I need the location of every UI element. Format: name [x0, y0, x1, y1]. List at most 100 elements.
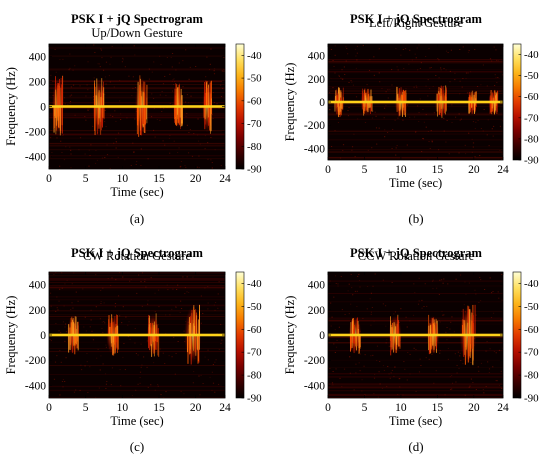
- x-tick-label: 20: [468, 402, 480, 414]
- colorbar-tick-label: -70: [247, 347, 262, 359]
- y-tick-label: 0: [319, 97, 325, 109]
- y-tick-label: 200: [29, 305, 47, 317]
- x-tick-label: 10: [395, 402, 407, 414]
- colorbar: [512, 271, 522, 399]
- colorbar-tick-label: -60: [247, 324, 262, 336]
- carrier-line: [49, 105, 225, 108]
- y-tick-label: -400: [304, 143, 325, 155]
- panel-label: (a): [130, 211, 144, 226]
- carrier-line: [49, 333, 225, 337]
- heatmap-area: [328, 44, 503, 160]
- chart-title: PSK I + jQ Spectrogram: [71, 246, 203, 260]
- x-tick-label: 20: [190, 402, 202, 414]
- x-tick-label: 15: [153, 173, 165, 185]
- colorbar-tick-label: -80: [524, 370, 539, 382]
- chart-title: PSK I + jQ Spectrogram: [350, 12, 482, 26]
- colorbar-tick-label: -40: [247, 278, 262, 290]
- colorbar: [235, 271, 245, 399]
- colorbar-tick-label: -60: [524, 324, 539, 336]
- y-tick-label: 400: [29, 52, 47, 64]
- y-tick-label: 0: [40, 102, 46, 114]
- x-tick-label: 0: [46, 402, 52, 414]
- colorbar-tick-label: -40: [524, 49, 539, 61]
- colorbar-tick-label: -50: [524, 70, 539, 82]
- heatmap-area: [328, 272, 503, 398]
- x-tick-label: 5: [362, 164, 368, 176]
- y-tick-label: -400: [304, 380, 325, 392]
- x-axis-label: Time (sec): [110, 185, 163, 199]
- y-tick-label: -400: [25, 152, 46, 164]
- colorbar-tick-label: -50: [247, 301, 262, 313]
- y-tick-label: -200: [25, 355, 46, 367]
- x-tick-label: 24: [219, 173, 231, 185]
- x-tick-label: 5: [83, 402, 89, 414]
- colorbar-tick-label: -80: [524, 133, 539, 145]
- chart-subtitle: CW Rotation Gesture: [83, 249, 192, 263]
- colorbar-tick-label: -70: [524, 112, 539, 124]
- y-tick-label: -400: [25, 380, 46, 392]
- colorbar: [235, 43, 245, 170]
- x-tick-label: 10: [117, 173, 129, 185]
- x-tick-label: 15: [432, 164, 444, 176]
- panel-label: (d): [408, 439, 423, 454]
- chart-subtitle: Left/Right Gesture: [369, 16, 464, 30]
- x-tick-label: 5: [83, 173, 89, 185]
- x-tick-label: 24: [219, 402, 231, 414]
- x-tick-label: 10: [395, 164, 407, 176]
- chart-subtitle: CCW Rotation Gesture: [358, 249, 475, 263]
- colorbar-tick-label: -90: [524, 155, 539, 167]
- colorbar-tick-label: -60: [247, 95, 262, 107]
- colorbar-tick-label: -60: [524, 91, 539, 103]
- carrier-line: [328, 100, 503, 104]
- colorbar-tick-label: -50: [524, 301, 539, 313]
- x-tick-label: 0: [325, 164, 331, 176]
- heatmap-area: [49, 272, 225, 398]
- chart-title: PSK I + jQ Spectrogram: [71, 12, 203, 26]
- y-tick-label: 400: [308, 280, 326, 292]
- colorbar: [512, 43, 522, 161]
- x-tick-label: 15: [432, 402, 444, 414]
- y-tick-label: 200: [29, 77, 47, 89]
- y-tick-label: 0: [319, 330, 325, 342]
- carrier-line: [328, 333, 503, 337]
- x-axis-label: Time (sec): [389, 414, 442, 428]
- y-tick-label: -200: [25, 127, 46, 139]
- x-tick-label: 5: [362, 402, 368, 414]
- x-tick-label: 0: [46, 173, 52, 185]
- y-axis-label: Frequency (Hz): [4, 67, 18, 146]
- x-tick-label: 10: [117, 402, 129, 414]
- x-tick-label: 20: [468, 164, 480, 176]
- y-tick-label: 400: [29, 280, 47, 292]
- heatmap-area: [49, 44, 225, 169]
- y-axis-label: Frequency (Hz): [283, 296, 297, 375]
- x-tick-label: 15: [153, 402, 165, 414]
- y-tick-label: 200: [308, 305, 326, 317]
- colorbar-tick-label: -70: [524, 347, 539, 359]
- x-tick-label: 0: [325, 402, 331, 414]
- x-tick-label: 20: [190, 173, 202, 185]
- colorbar-tick-label: -70: [247, 118, 262, 130]
- colorbar-tick-label: -90: [524, 393, 539, 405]
- y-axis-label: Frequency (Hz): [283, 63, 297, 142]
- y-axis-label: Frequency (Hz): [4, 296, 18, 375]
- x-axis-label: Time (sec): [110, 414, 163, 428]
- colorbar-tick-label: -40: [524, 278, 539, 290]
- x-tick-label: 24: [497, 402, 509, 414]
- colorbar-tick-label: -40: [247, 50, 262, 62]
- panel-label: (b): [408, 211, 423, 226]
- y-tick-label: -200: [304, 355, 325, 367]
- panel-label: (c): [130, 439, 144, 454]
- colorbar-tick-label: -90: [247, 164, 262, 176]
- colorbar-tick-label: -80: [247, 370, 262, 382]
- y-tick-label: 0: [40, 330, 46, 342]
- colorbar-tick-label: -80: [247, 141, 262, 153]
- x-tick-label: 24: [497, 164, 509, 176]
- chart-title: PSK I + jQ Spectrogram: [350, 246, 482, 260]
- y-tick-label: 400: [308, 51, 326, 63]
- x-axis-label: Time (sec): [389, 176, 442, 190]
